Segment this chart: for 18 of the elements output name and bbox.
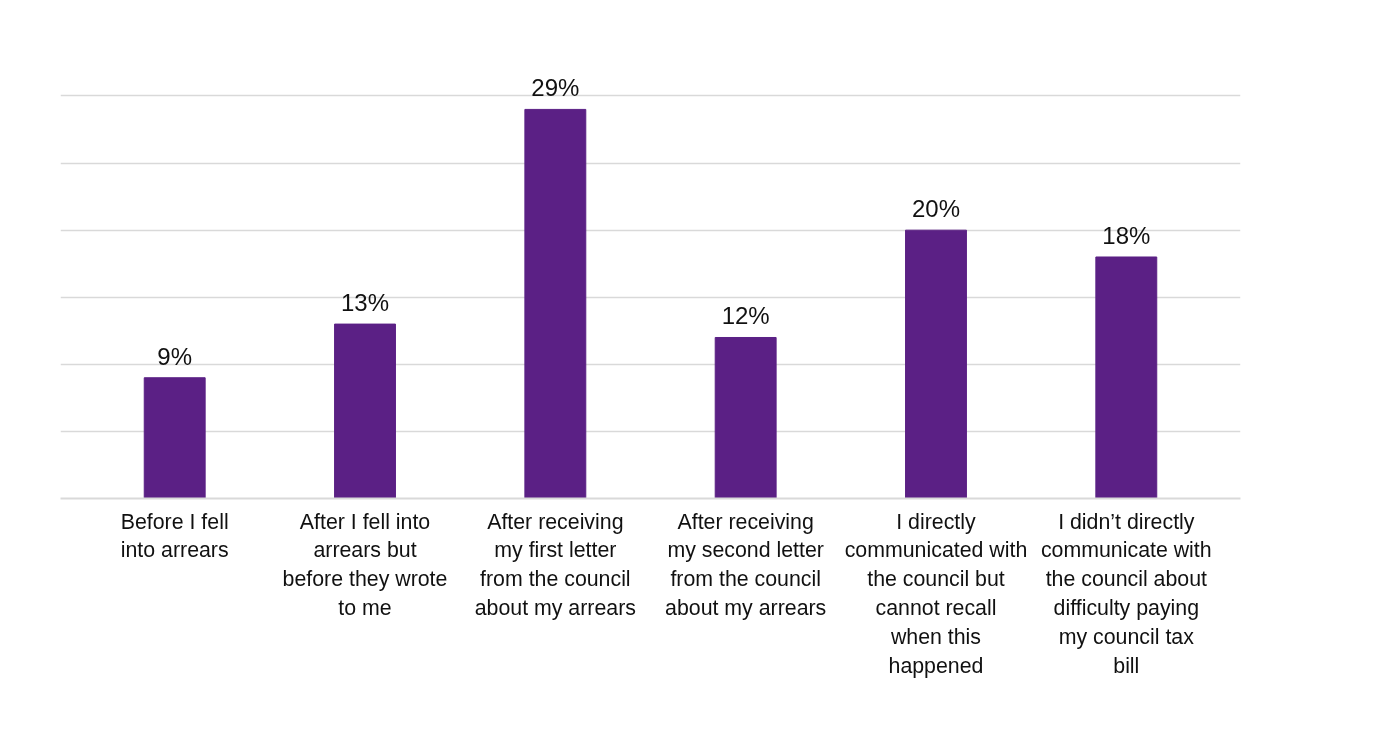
x-tick-label: After receiving my second letter from the council about my arrears: [665, 509, 827, 620]
x-tick-label: I directly communicated with the council but cannot recall when this happened: [844, 509, 1028, 678]
data-label: 12%: [721, 302, 770, 330]
bar: [905, 229, 967, 499]
bar: [1095, 256, 1158, 499]
bar: [524, 108, 587, 499]
x-tick-label: After I fell into arrears but before they wrote to me: [282, 509, 448, 620]
data-label: 9%: [157, 342, 193, 370]
bar: [714, 337, 777, 499]
data-label: 13%: [341, 289, 390, 317]
x-tick-label: Before I fell into arrears: [120, 509, 229, 563]
data-label: 29%: [531, 74, 580, 102]
x-tick-label: I didn’t directly communicate with the council about difficulty paying my council tax bill: [1040, 509, 1212, 678]
data-label: 18%: [1102, 222, 1151, 249]
x-tick-label: After receiving my first letter from the council about my arrears: [474, 509, 636, 620]
data-label: 20%: [911, 195, 961, 223]
bar: [334, 323, 396, 499]
bar: [143, 377, 206, 499]
